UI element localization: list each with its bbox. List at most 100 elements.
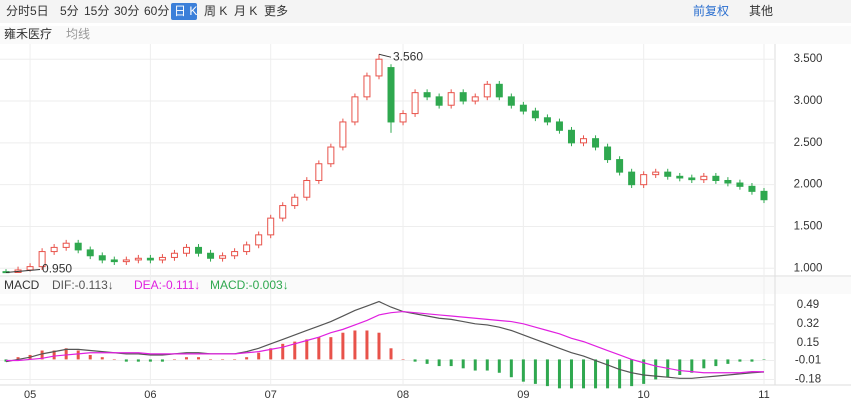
candle-body — [628, 171, 636, 186]
y-tick-label: 1.500 — [794, 221, 823, 233]
candle-body — [688, 177, 696, 181]
macd-bar — [437, 359, 441, 367]
tab[interactable]: 30分 — [114, 4, 139, 18]
candle-body — [748, 185, 756, 192]
macd-bar — [726, 359, 730, 364]
tab[interactable]: 15分 — [84, 4, 109, 18]
candle-body — [375, 58, 383, 77]
macd-bar — [136, 359, 140, 362]
min-pointer — [5, 268, 41, 273]
macd-bar — [293, 341, 297, 360]
candle-body — [531, 110, 539, 119]
min-label: 0.950 — [42, 262, 72, 276]
candle-body — [604, 146, 612, 161]
tab[interactable]: 60分 — [144, 4, 169, 18]
macd-bar — [702, 359, 706, 369]
candle-body — [134, 257, 142, 261]
tab[interactable]: 月 K — [234, 4, 257, 18]
candle-body — [580, 138, 588, 144]
ma-toggle[interactable]: 均线 — [66, 27, 90, 41]
candle-body — [267, 217, 275, 236]
candle-body — [652, 171, 660, 176]
candle-body — [231, 251, 239, 257]
x-tick-label: 09 — [517, 389, 529, 401]
candle-body — [567, 129, 575, 144]
y-tick-label: 2.000 — [794, 179, 823, 191]
macd-bar — [353, 330, 357, 360]
x-tick-label: 05 — [24, 389, 36, 401]
candle-body — [146, 257, 154, 261]
y-tick-label: 2.500 — [794, 137, 823, 149]
candle-body — [435, 96, 443, 106]
candle-body — [243, 244, 251, 253]
macd-bar — [690, 359, 694, 373]
macd-bar — [461, 359, 465, 369]
macd-bar — [569, 359, 573, 389]
candle-body — [712, 175, 720, 181]
macd-bar — [257, 352, 261, 360]
macd-bar — [197, 357, 201, 360]
candle-body — [411, 92, 419, 115]
candle-body — [471, 96, 479, 102]
macd-bar — [209, 359, 213, 360]
toolbar — [0, 0, 851, 23]
macd-line — [5, 300, 765, 379]
macd-bar — [642, 359, 646, 384]
tab[interactable]: 日 K — [174, 4, 197, 18]
candle-body — [483, 83, 491, 98]
macd-bar — [654, 359, 658, 380]
macd-bar — [305, 339, 309, 360]
macd-bar — [88, 354, 92, 360]
macd-bar — [509, 359, 513, 378]
macd-bar — [245, 357, 249, 360]
candle-body — [423, 92, 431, 98]
candle-body — [86, 249, 94, 257]
macd-bar — [40, 350, 44, 360]
macd-bar — [160, 359, 164, 362]
macd-bar — [317, 337, 321, 360]
candle-body — [724, 179, 732, 184]
macd-bar — [473, 359, 477, 371]
macd-bar — [762, 359, 766, 360]
candle-body — [543, 117, 551, 123]
y-tick-label: 0.32 — [797, 318, 819, 330]
candle-body — [122, 259, 130, 263]
candle-body — [38, 251, 46, 268]
y-tick-label: -0.01 — [795, 355, 821, 367]
tab[interactable]: 分时 — [6, 4, 30, 18]
x-tick-label: 07 — [265, 389, 277, 401]
macd-bar — [233, 359, 237, 360]
candle-body — [279, 205, 287, 219]
candle-body — [495, 83, 503, 98]
tab[interactable]: 更多 — [264, 4, 288, 18]
tab[interactable]: 5日 — [30, 4, 49, 18]
macd-bar — [618, 359, 622, 389]
macd-bar — [148, 359, 152, 362]
tab[interactable]: 周 K — [204, 4, 227, 18]
macd-title: MACD — [4, 278, 40, 292]
macd-line — [6, 310, 764, 374]
macd-bar — [714, 359, 718, 367]
candle-body — [399, 113, 407, 123]
candle-body — [158, 256, 166, 261]
macd-bar — [497, 359, 501, 373]
macd-bar — [329, 337, 333, 360]
macd-bar — [64, 348, 68, 360]
y-tick-label: 3.000 — [794, 95, 823, 107]
macd-bar — [124, 359, 128, 362]
candle-body — [170, 252, 178, 258]
x-tick-label: 10 — [638, 389, 650, 401]
candle-body — [700, 175, 708, 181]
macd-bar — [269, 348, 273, 360]
candle-body — [363, 75, 371, 98]
candle-body — [219, 255, 227, 259]
tab[interactable]: 5分 — [60, 4, 79, 18]
adjust-menu[interactable]: 前复权 — [693, 3, 729, 18]
other-menu[interactable]: 其他 — [749, 4, 773, 18]
candle-body — [207, 252, 215, 259]
candle-body — [26, 266, 34, 271]
candle-body — [507, 96, 515, 106]
x-tick-label: 11 — [758, 389, 769, 401]
macd-bar — [100, 357, 104, 360]
candle-body — [459, 92, 467, 102]
